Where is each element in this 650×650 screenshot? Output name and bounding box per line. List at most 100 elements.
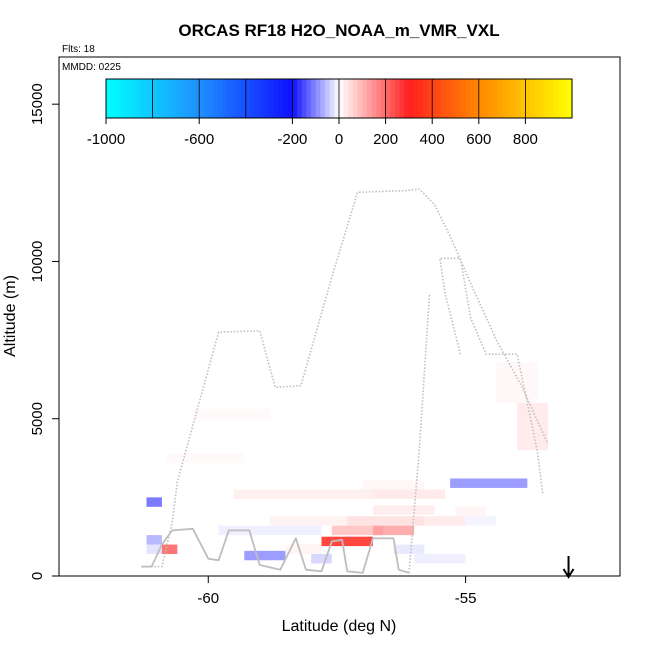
colorbar-swatch <box>562 79 568 118</box>
colorbar-swatch <box>525 79 531 118</box>
data-cell-22 <box>414 553 466 564</box>
colorbar-tick-label: -600 <box>184 131 214 148</box>
colorbar-swatch <box>455 79 461 118</box>
data-cell-25 <box>455 506 487 517</box>
colorbar-swatch <box>362 79 368 118</box>
colorbar-swatch <box>432 79 438 118</box>
colorbar-swatch <box>511 79 517 118</box>
down-arrow-icon <box>562 556 575 579</box>
y-tick-label: 10000 <box>29 241 46 283</box>
y-tick-label: 5000 <box>29 402 46 435</box>
data-cell-12 <box>372 505 435 515</box>
colorbar-swatch <box>339 79 345 118</box>
colorbar-swatch <box>217 79 224 118</box>
colorbar-swatch <box>320 79 326 118</box>
colorbar-swatch <box>161 79 168 118</box>
colorbar-swatch <box>138 79 144 118</box>
colorbar-swatch <box>259 79 266 118</box>
colorbar: -1000 -600 -200 0 200 400 600 800 <box>87 73 582 150</box>
colorbar-swatch <box>418 79 424 118</box>
colorbar-swatch <box>245 79 252 118</box>
data-cell-10 <box>424 516 466 526</box>
data-cell-16 <box>450 478 528 488</box>
colorbar-swatch <box>189 79 196 118</box>
colorbar-swatch <box>255 79 261 118</box>
colorbar-swatch <box>175 79 182 118</box>
colorbar-swatch <box>194 79 200 118</box>
colorbar-swatch <box>208 79 214 118</box>
colorbar-swatch <box>520 79 526 118</box>
data-cell-20 <box>496 362 538 403</box>
colorbar-swatch <box>106 79 112 118</box>
colorbar-tick-label: -1000 <box>87 131 125 148</box>
colorbar-tick-label: 200 <box>373 131 398 148</box>
colorbar-swatch <box>436 79 443 118</box>
colorbar-swatch <box>180 79 186 118</box>
colorbar-swatch <box>110 79 116 118</box>
colorbar-swatch <box>325 79 331 118</box>
colorbar-swatch <box>422 79 429 118</box>
y-tick-label: 0 <box>29 572 46 580</box>
colorbar-swatch <box>460 79 466 118</box>
colorbar-swatch <box>408 79 415 118</box>
colorbar-swatch <box>297 79 303 118</box>
data-cell-1 <box>146 535 162 545</box>
colorbar-swatch <box>534 79 540 118</box>
y-axis: 0 5000 10000 15000 <box>29 83 59 580</box>
flight-track-secondary <box>439 257 544 495</box>
colorbar-swatch <box>502 79 508 118</box>
colorbar-swatch <box>348 79 354 118</box>
colorbar-swatch <box>283 79 289 118</box>
plot-frame <box>58 56 621 577</box>
data-cell-14 <box>372 489 446 499</box>
colorbar-swatch <box>427 79 433 118</box>
colorbar-swatch <box>250 79 256 118</box>
colorbar-tick-label: 600 <box>466 131 491 148</box>
colorbar-swatch <box>306 79 312 118</box>
colorbar-swatch <box>124 79 130 118</box>
chart-title: ORCAS RF18 H2O_NOAA_m_VMR_VXL <box>178 21 499 40</box>
data-cell-7 <box>372 525 415 536</box>
colorbar-swatch <box>371 79 377 118</box>
colorbar-swatch <box>413 79 419 118</box>
colorbar-swatch <box>469 79 475 118</box>
colorbar-swatch <box>213 79 219 118</box>
colorbar-swatch <box>264 79 270 118</box>
colorbar-swatch <box>441 79 447 118</box>
plot-area <box>141 188 549 574</box>
mmdd-annotation: MMDD: 0225 <box>62 62 121 73</box>
colorbar-swatch <box>539 79 545 118</box>
data-cell-5 <box>311 553 332 564</box>
colorbar-swatch <box>292 79 298 118</box>
flight-track <box>141 188 549 574</box>
colorbar-swatch <box>185 79 191 118</box>
data-cell-26 <box>465 516 497 526</box>
data-cell-4 <box>244 550 286 561</box>
colorbar-swatch <box>269 79 275 118</box>
colorbar-swatch <box>450 79 457 118</box>
colorbar-swatch <box>497 79 503 118</box>
flight-track-main <box>141 188 549 568</box>
colorbar-swatch <box>483 79 489 118</box>
data-cell-24 <box>393 544 425 554</box>
colorbar-swatch <box>399 79 405 118</box>
colorbar-swatch <box>558 79 564 118</box>
colorbar-swatch <box>366 79 373 118</box>
colorbar-swatch <box>506 79 513 118</box>
colorbar-swatch <box>357 79 363 118</box>
colorbar-swatch <box>390 79 396 118</box>
colorbar-swatch <box>334 79 340 118</box>
colorbar-swatch <box>376 79 382 118</box>
colorbar-swatch <box>287 79 293 118</box>
arrow-head <box>562 568 575 579</box>
colorbar-swatch <box>352 79 359 118</box>
colorbar-swatch <box>516 79 522 118</box>
colorbar-swatch <box>236 79 242 118</box>
colorbar-swatch <box>119 79 126 118</box>
colorbar-swatch <box>203 79 210 118</box>
x-axis: -60 -55 <box>197 576 476 607</box>
x-axis-label: Latitude (deg N) <box>282 618 397 635</box>
colorbar-swatch <box>530 79 536 118</box>
flight-track-descent <box>408 292 431 573</box>
colorbar-swatch <box>446 79 452 118</box>
